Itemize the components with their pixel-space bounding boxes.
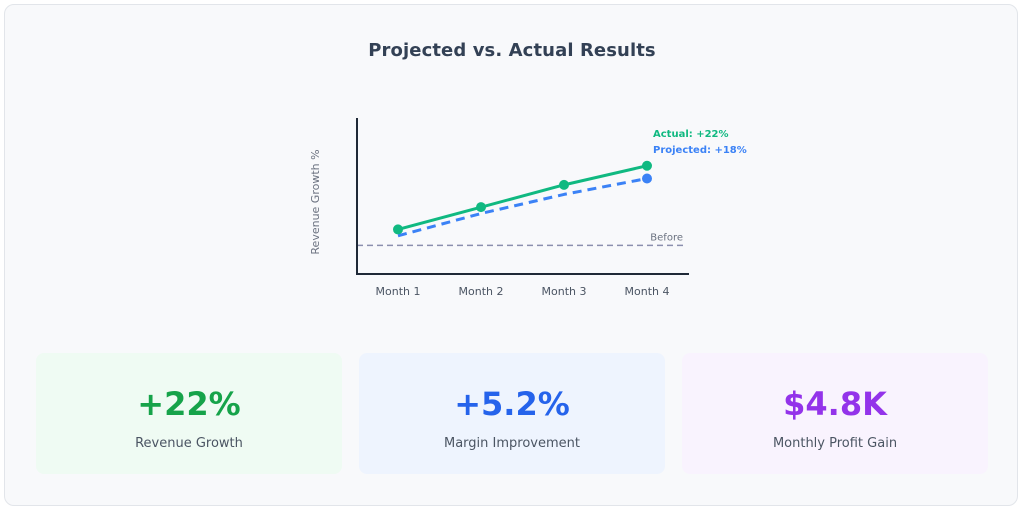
actual-point-3 (559, 179, 569, 190)
revenue-growth-value: +22% (137, 385, 241, 423)
monthly-profit-gain-card: $4.8K Monthly Profit Gain (682, 353, 988, 474)
y-axis-label: Revenue Growth % (309, 149, 322, 254)
monthly-profit-gain-label: Monthly Profit Gain (772, 436, 898, 451)
projected-series-line (397, 177, 648, 238)
x-tick-label: Month 2 (459, 285, 504, 298)
margin-improvement-value: +5.2% (454, 385, 570, 423)
x-tick-label: Month 3 (542, 285, 587, 298)
monthly-profit-gain-value: $4.8K (783, 385, 887, 423)
chart-title: Projected vs. Actual Results (368, 40, 656, 61)
revenue-growth-label: Revenue Growth (135, 436, 243, 451)
actual-point-2 (476, 202, 486, 213)
margin-improvement-card: +5.2% Margin Improvement (359, 353, 665, 474)
projected-point-4 (642, 173, 652, 184)
baseline-label: Before (650, 232, 683, 243)
actual-series-line (396, 164, 649, 231)
projected-series-label: Projected: +18% (653, 145, 747, 156)
actual-series-label: Actual: +22% (653, 129, 729, 140)
x-tick-label: Month 4 (625, 285, 670, 298)
revenue-growth-card: +22% Revenue Growth (36, 353, 342, 474)
x-tick-label: Month 1 (376, 285, 421, 298)
margin-improvement-label: Margin Improvement (444, 436, 580, 451)
line-chart: Revenue Growth % Month 1 Month 2 Month 3 Mo… (309, 118, 747, 298)
actual-point-4 (642, 160, 652, 171)
actual-point-1 (393, 224, 403, 235)
